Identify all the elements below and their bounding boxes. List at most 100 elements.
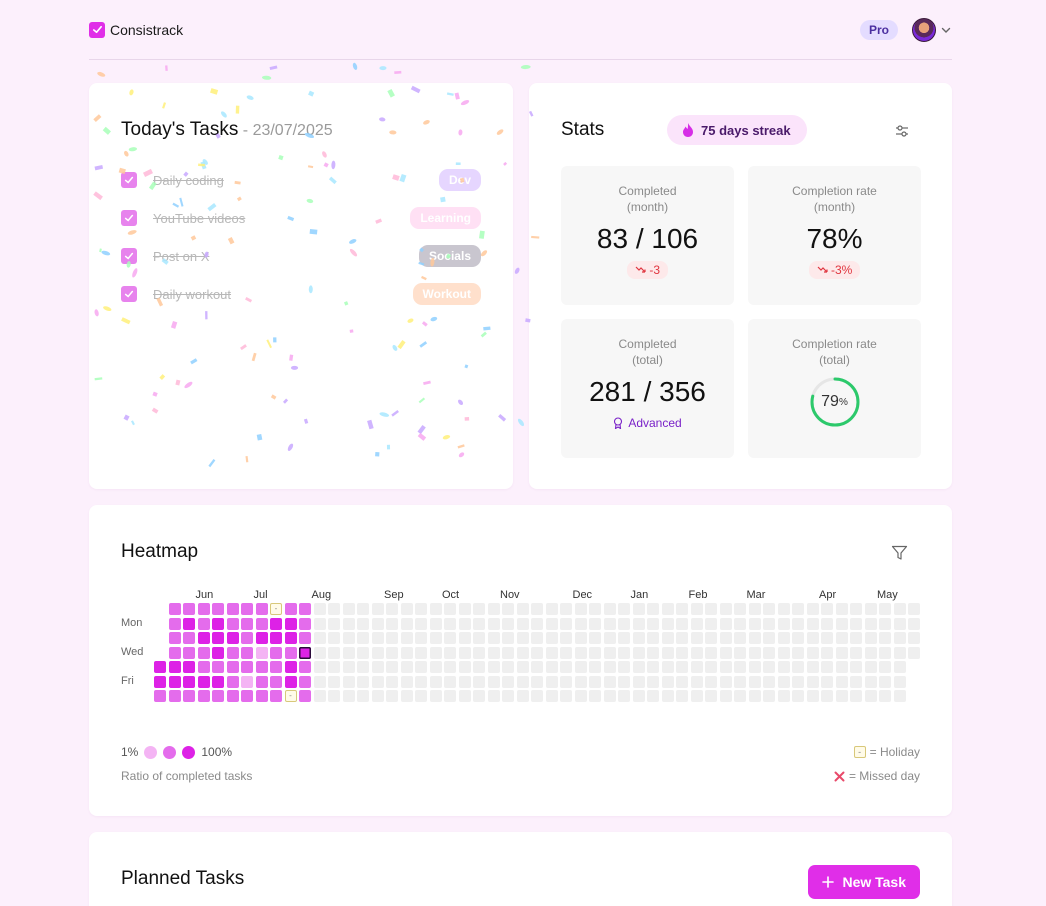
heatmap-cell[interactable] bbox=[777, 661, 790, 673]
heatmap-cell[interactable] bbox=[270, 675, 282, 688]
heatmap-cell[interactable] bbox=[618, 632, 630, 644]
heatmap-cell[interactable] bbox=[850, 603, 862, 615]
heatmap-cell[interactable] bbox=[154, 661, 166, 673]
heatmap-cell[interactable] bbox=[212, 617, 224, 630]
heatmap-cell[interactable] bbox=[241, 603, 253, 615]
heatmap-cell[interactable] bbox=[893, 632, 906, 644]
heatmap-cell[interactable] bbox=[560, 675, 572, 688]
heatmap-cell[interactable] bbox=[676, 632, 688, 644]
heatmap-cell[interactable] bbox=[270, 632, 282, 644]
heatmap-cell[interactable] bbox=[444, 632, 456, 644]
heatmap-cell[interactable] bbox=[850, 675, 862, 688]
heatmap-cell[interactable] bbox=[806, 646, 819, 659]
heatmap-cell[interactable] bbox=[705, 617, 717, 630]
heatmap-cell[interactable] bbox=[154, 690, 166, 702]
heatmap-cell[interactable] bbox=[284, 603, 297, 615]
heatmap-cell[interactable] bbox=[763, 603, 775, 615]
heatmap-cell[interactable] bbox=[502, 617, 514, 630]
heatmap-cell[interactable] bbox=[487, 617, 500, 630]
heatmap-cell[interactable] bbox=[806, 603, 819, 615]
heatmap-cell[interactable] bbox=[589, 646, 601, 659]
heatmap-cell[interactable] bbox=[444, 675, 456, 688]
heatmap-cell[interactable] bbox=[400, 661, 413, 673]
heatmap-cell[interactable] bbox=[487, 661, 500, 673]
heatmap-cell[interactable] bbox=[400, 632, 413, 644]
heatmap-cell[interactable] bbox=[299, 632, 311, 644]
heatmap-cell[interactable] bbox=[908, 632, 920, 644]
heatmap-cell[interactable] bbox=[748, 675, 761, 688]
heatmap-cell[interactable] bbox=[183, 661, 195, 673]
heatmap-cell[interactable] bbox=[690, 617, 703, 630]
heatmap-cell[interactable] bbox=[719, 632, 732, 644]
heatmap-cell[interactable] bbox=[719, 675, 732, 688]
heatmap-cell[interactable] bbox=[342, 675, 355, 688]
heatmap-cell[interactable] bbox=[371, 646, 384, 659]
heatmap-cell[interactable] bbox=[357, 690, 369, 702]
heatmap-cell[interactable] bbox=[429, 661, 442, 673]
heatmap-cell[interactable] bbox=[777, 617, 790, 630]
heatmap-cell[interactable] bbox=[429, 603, 442, 615]
task-row[interactable]: Post on X Socials bbox=[121, 245, 481, 267]
heatmap-cell[interactable] bbox=[502, 661, 514, 673]
heatmap-cell[interactable] bbox=[879, 661, 891, 673]
heatmap-cell[interactable] bbox=[734, 675, 746, 688]
heatmap-cell[interactable] bbox=[908, 603, 920, 615]
heatmap-cell[interactable] bbox=[357, 661, 369, 673]
heatmap-cell[interactable] bbox=[589, 603, 601, 615]
heatmap-cell[interactable] bbox=[255, 603, 268, 615]
heatmap-cell[interactable] bbox=[313, 646, 326, 659]
heatmap-cell[interactable] bbox=[705, 690, 717, 702]
heatmap-cell[interactable] bbox=[429, 646, 442, 659]
heatmap-cell[interactable] bbox=[255, 661, 268, 673]
heatmap-cell[interactable] bbox=[777, 690, 790, 702]
heatmap-cell[interactable] bbox=[806, 661, 819, 673]
filter-icon[interactable] bbox=[891, 545, 908, 561]
heatmap-cell[interactable] bbox=[168, 632, 181, 644]
heatmap-cell[interactable] bbox=[357, 675, 369, 688]
heatmap-cell[interactable] bbox=[618, 646, 630, 659]
heatmap-cell[interactable] bbox=[502, 646, 514, 659]
task-checkbox[interactable] bbox=[121, 248, 137, 264]
heatmap-cell[interactable] bbox=[545, 661, 558, 673]
heatmap-cell[interactable] bbox=[255, 617, 268, 630]
heatmap-cell[interactable] bbox=[734, 646, 746, 659]
heatmap-cell[interactable] bbox=[879, 603, 891, 615]
heatmap-cell[interactable] bbox=[241, 690, 253, 702]
heatmap-cell[interactable] bbox=[444, 690, 456, 702]
heatmap-cell[interactable] bbox=[792, 661, 804, 673]
heatmap-cell[interactable] bbox=[328, 617, 340, 630]
heatmap-cell[interactable] bbox=[661, 632, 674, 644]
task-checkbox[interactable] bbox=[121, 286, 137, 302]
heatmap-cell[interactable] bbox=[487, 690, 500, 702]
heatmap-cell[interactable] bbox=[357, 632, 369, 644]
heatmap-cell[interactable] bbox=[371, 632, 384, 644]
heatmap-cell[interactable] bbox=[545, 632, 558, 644]
heatmap-cell[interactable] bbox=[618, 675, 630, 688]
heatmap-cell[interactable] bbox=[661, 646, 674, 659]
heatmap-cell[interactable] bbox=[197, 661, 210, 673]
heatmap-cell[interactable] bbox=[415, 690, 427, 702]
heatmap-cell[interactable] bbox=[589, 661, 601, 673]
sliders-icon[interactable] bbox=[894, 123, 910, 139]
heatmap-cell[interactable] bbox=[864, 675, 877, 688]
heatmap-cell[interactable] bbox=[313, 675, 326, 688]
heatmap-cell[interactable] bbox=[415, 603, 427, 615]
heatmap-cell[interactable] bbox=[400, 646, 413, 659]
heatmap-cell-holiday[interactable]: - bbox=[270, 603, 282, 615]
heatmap-cell[interactable] bbox=[879, 617, 891, 630]
heatmap-cell[interactable] bbox=[516, 690, 529, 702]
heatmap-cell[interactable] bbox=[806, 632, 819, 644]
heatmap-cell[interactable] bbox=[676, 603, 688, 615]
heatmap-cell[interactable] bbox=[183, 617, 195, 630]
heatmap-cell[interactable] bbox=[763, 617, 775, 630]
heatmap-cell[interactable] bbox=[574, 632, 587, 644]
heatmap-cell[interactable] bbox=[168, 617, 181, 630]
heatmap-cell[interactable] bbox=[270, 646, 282, 659]
heatmap-cell[interactable] bbox=[603, 690, 616, 702]
heatmap-cell[interactable] bbox=[168, 646, 181, 659]
heatmap-cell[interactable] bbox=[328, 675, 340, 688]
heatmap-cell[interactable] bbox=[197, 617, 210, 630]
heatmap-cell[interactable] bbox=[386, 646, 398, 659]
heatmap-cell[interactable] bbox=[371, 675, 384, 688]
heatmap-cell[interactable] bbox=[313, 632, 326, 644]
